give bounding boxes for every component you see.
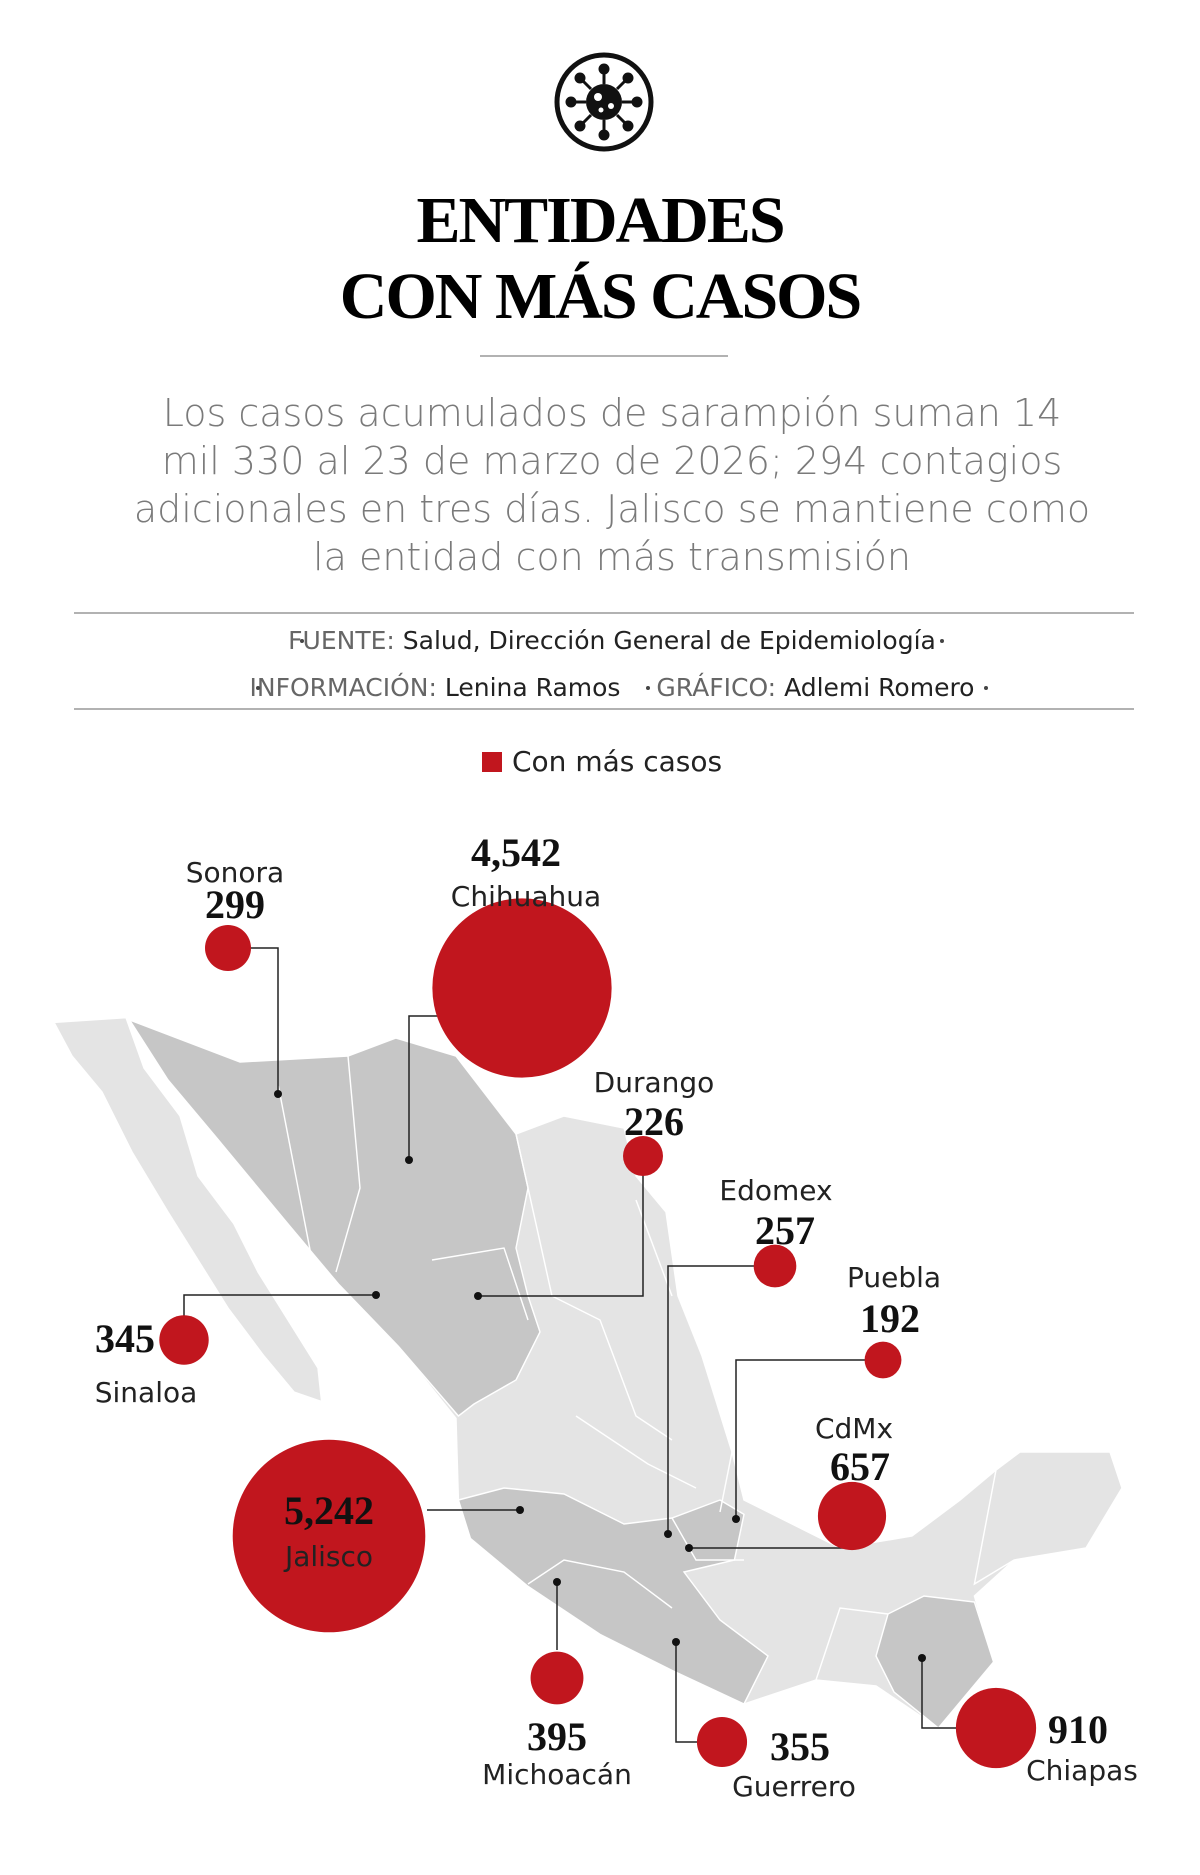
bubble <box>205 925 251 971</box>
source-label: FUENTE: <box>288 626 395 655</box>
credits-line: INFORMACIÓN: Lenina Ramos GRÁFICO: Adlem… <box>250 672 975 702</box>
state-name: Michoacán <box>482 1758 632 1791</box>
bubble <box>232 1439 426 1633</box>
value-label: 345 <box>95 1316 155 1361</box>
chiapas <box>875 1595 995 1730</box>
bullets <box>256 639 988 690</box>
bubble <box>159 1315 209 1365</box>
virus-icon <box>554 52 654 152</box>
value-label: 4,542 <box>471 830 561 875</box>
state-name: Puebla <box>847 1261 941 1294</box>
value-label: 657 <box>830 1444 890 1489</box>
state-dot <box>372 1291 380 1299</box>
credit-label: GRÁFICO: <box>656 673 776 702</box>
legend-label: Con más casos <box>512 745 722 778</box>
credit-value: Adlemi Romero <box>784 673 974 702</box>
title-line: CON MÁS CASOS <box>340 260 860 333</box>
state-dot <box>474 1292 482 1300</box>
state-dot <box>672 1638 680 1646</box>
bubble <box>432 898 612 1078</box>
state-name: Durango <box>594 1066 715 1099</box>
leader-line <box>250 947 279 1094</box>
state-dot <box>732 1515 740 1523</box>
value-label: 910 <box>1048 1707 1108 1752</box>
description-line: la entidad con más transmisión <box>313 535 911 579</box>
state-name: Chihuahua <box>451 880 601 913</box>
leader-line <box>921 1658 958 1729</box>
state-name: Sonora <box>186 856 284 889</box>
bubble <box>753 1244 797 1288</box>
value-label: 192 <box>860 1296 920 1341</box>
bubble <box>623 1136 663 1176</box>
state-name: Sinaloa <box>95 1376 198 1409</box>
state-dot <box>405 1156 413 1164</box>
leader-line <box>183 1294 376 1317</box>
state-name: CdMx <box>815 1412 893 1445</box>
bubble <box>955 1687 1037 1769</box>
value-label: 299 <box>205 882 265 927</box>
baja-california <box>52 1016 323 1403</box>
leader-line <box>735 1359 870 1519</box>
state-dot <box>664 1530 672 1538</box>
title-line: ENTIDADES <box>416 184 783 257</box>
state-dot <box>553 1578 561 1586</box>
state-name: Edomex <box>719 1174 832 1207</box>
description-line: mil 330 al 23 de marzo de 2026; 294 cont… <box>162 439 1063 483</box>
credit-value: Lenina Ramos <box>445 673 621 702</box>
leader-line <box>667 1265 761 1534</box>
value-label: 5,242 <box>284 1488 374 1533</box>
bubble <box>696 1716 748 1768</box>
leader-line <box>408 1015 445 1160</box>
value-label: 257 <box>755 1208 815 1253</box>
source-value: Salud, Dirección General de Epidemiologí… <box>403 626 936 655</box>
leader-line <box>478 1172 644 1297</box>
leader-line <box>675 1642 697 1743</box>
state-name: Jalisco <box>283 1540 373 1573</box>
state-name: Chiapas <box>1026 1754 1138 1787</box>
state-dot <box>274 1090 282 1098</box>
bubble <box>817 1481 887 1551</box>
credit-label: INFORMACIÓN: <box>250 672 437 702</box>
state-name: Guerrero <box>732 1770 856 1803</box>
state-dot <box>516 1506 524 1514</box>
bubble <box>530 1651 584 1705</box>
legend-swatch <box>482 752 502 772</box>
value-label: 355 <box>770 1724 830 1769</box>
map <box>52 1016 1123 1730</box>
value-label: 395 <box>527 1714 587 1759</box>
center-highlight <box>457 1487 769 1705</box>
description-line: adicionales en tres días. Jalisco se man… <box>134 487 1090 531</box>
yucatan <box>973 1451 1123 1586</box>
bubble <box>864 1341 902 1379</box>
description-line: Los casos acumulados de sarampión suman … <box>163 391 1062 435</box>
state-dot <box>918 1654 926 1662</box>
north-highlight <box>127 1018 541 1417</box>
value-label: 226 <box>624 1099 684 1144</box>
state-dot <box>685 1544 693 1552</box>
source-line: FUENTE: Salud, Dirección General de Epid… <box>288 626 936 655</box>
